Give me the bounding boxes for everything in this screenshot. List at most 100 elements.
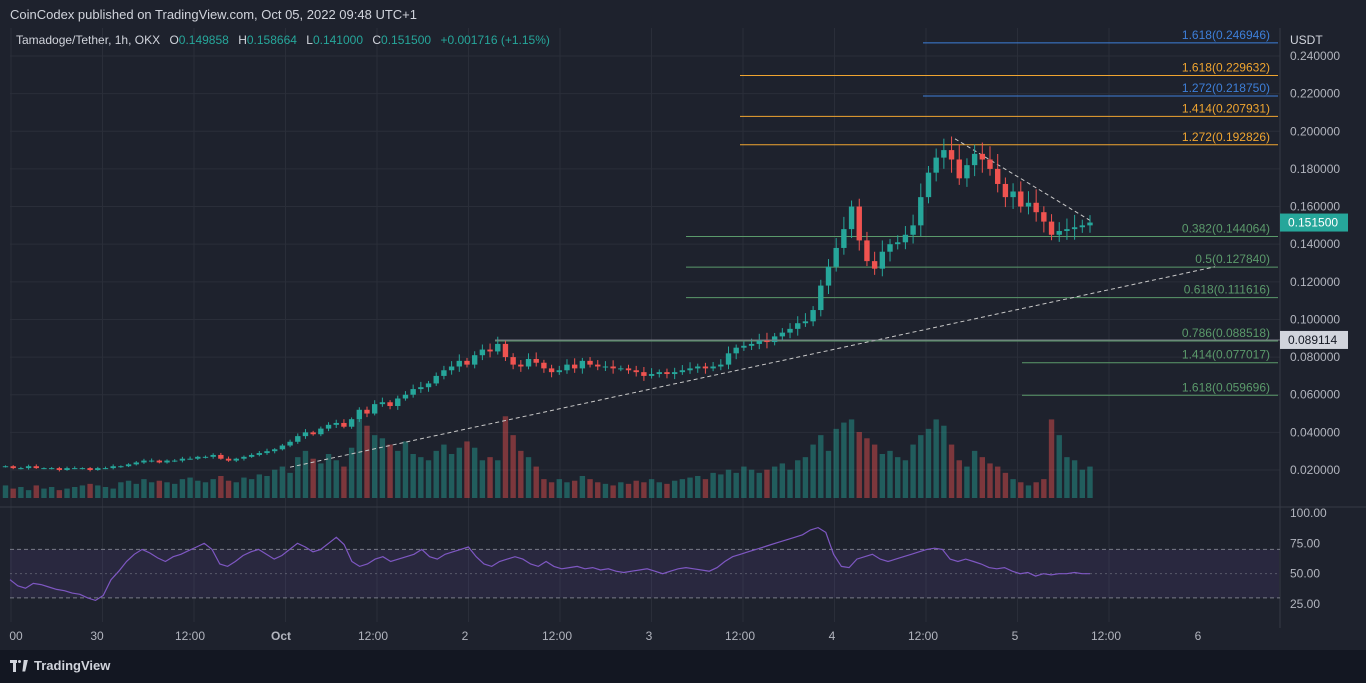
candle-body	[333, 422, 339, 425]
volume-bar	[918, 435, 924, 498]
price-tick-label: 0.240000	[1290, 49, 1340, 63]
candle-body	[648, 374, 655, 376]
volume-bar	[387, 444, 393, 498]
volume-bar	[964, 466, 970, 498]
volume-bar	[87, 483, 93, 498]
candle-body	[2, 466, 9, 468]
candle-body	[110, 466, 116, 469]
volume-bar	[402, 441, 409, 498]
candle-body	[748, 343, 755, 346]
legend-l-label: L	[306, 33, 313, 47]
candle-body	[971, 153, 978, 166]
volume-bar	[141, 479, 147, 498]
volume-bar	[195, 480, 201, 498]
last-price-tag	[1280, 213, 1348, 232]
legend-o-label: O	[169, 33, 178, 47]
fib-label: 1.272(0.218750)	[1182, 81, 1270, 95]
x-tick-label: 12:00	[908, 629, 938, 643]
price-chart[interactable]: 1.618(0.246946) 1.618(0.229632) 1.272(0.21…	[0, 28, 1366, 650]
volume-bar	[987, 463, 993, 498]
candle-body	[879, 251, 886, 269]
candle-body	[172, 460, 178, 462]
volume-bar	[825, 450, 832, 498]
x-tick-label: 12:00	[1091, 629, 1121, 643]
candle-body	[702, 366, 709, 369]
x-tick-label: 5	[1012, 629, 1019, 643]
candle-body	[495, 343, 501, 352]
candle-body	[295, 436, 301, 442]
candle-body	[725, 353, 732, 365]
candle-body	[241, 456, 247, 459]
volume-bar	[971, 450, 978, 498]
volume-bar	[379, 438, 386, 498]
candle-body	[410, 389, 416, 395]
volume-bar	[72, 487, 78, 498]
volume-bar	[2, 485, 9, 498]
candle-body	[25, 466, 32, 469]
candle-body	[764, 340, 770, 343]
volume-bar	[256, 474, 263, 498]
candle-body	[595, 364, 601, 367]
candle-body	[287, 441, 293, 446]
candle-body	[279, 445, 286, 450]
ohlc-legend: Tamadoge/Tether, 1h, OKX O0.149858 H0.15…	[16, 33, 1323, 47]
candle-body	[633, 370, 639, 373]
last-price-label: 0.151500	[1288, 216, 1338, 230]
candle-body	[710, 366, 716, 369]
candle-body	[733, 347, 739, 354]
volume-bar	[925, 428, 932, 498]
candle-body	[464, 360, 470, 365]
candle-body	[941, 150, 947, 158]
candle-body	[995, 168, 1001, 184]
volume-bar	[748, 469, 755, 498]
candle-body	[225, 458, 232, 461]
volume-bar	[979, 457, 986, 498]
candle-body	[841, 229, 847, 248]
candle-body	[72, 468, 78, 470]
candle-body	[625, 368, 632, 371]
volume-bar	[702, 479, 709, 498]
volume-bar	[887, 450, 893, 498]
candle-body	[1079, 225, 1086, 228]
candle-body	[48, 468, 55, 470]
candle-body	[918, 197, 924, 226]
x-tick-label: 4	[829, 629, 836, 643]
volume-bar	[471, 447, 478, 498]
brand-text: TradingView	[34, 658, 111, 673]
x-tick-label: 6	[1195, 629, 1202, 643]
candle-body	[218, 454, 224, 459]
volume-bar	[802, 457, 809, 498]
publish-text: CoinCodex published on TradingView.com, …	[10, 7, 417, 22]
volume-bar	[218, 476, 224, 498]
candle-body	[756, 340, 762, 344]
volume-bar	[133, 483, 139, 498]
candle-body	[318, 428, 324, 435]
fib-label: 0.786(0.088518)	[1182, 326, 1270, 340]
volume-bar	[348, 447, 355, 498]
volume-bar	[441, 444, 447, 498]
volume-bar	[895, 457, 901, 498]
volume-bar	[795, 460, 801, 498]
volume-bar	[479, 460, 486, 498]
volume-bar	[1041, 479, 1047, 498]
volume-bar	[910, 444, 916, 498]
fib-label: 1.414(0.077017)	[1182, 348, 1270, 362]
volume-bar	[1087, 466, 1093, 498]
volume-bar	[871, 444, 878, 498]
candle-body	[364, 409, 370, 414]
rsi-line	[9, 526, 1090, 602]
volume-bar	[864, 438, 870, 498]
volume-bar	[510, 435, 516, 498]
chart-area[interactable]: 1.618(0.246946) 1.618(0.229632) 1.272(0.21…	[0, 28, 1366, 650]
candle-body	[1087, 222, 1093, 226]
candle-body	[1033, 202, 1039, 213]
volume-bar	[102, 487, 109, 498]
candle-body	[102, 468, 109, 470]
tradingview-brand[interactable]: TradingView	[10, 658, 110, 673]
price-tick-label: 0.140000	[1290, 237, 1340, 251]
candle-body	[587, 360, 593, 365]
volume-bar	[933, 419, 939, 498]
volume-bar	[48, 487, 55, 498]
price-tick-label: 0.220000	[1290, 87, 1340, 101]
volume-bar	[18, 487, 24, 498]
